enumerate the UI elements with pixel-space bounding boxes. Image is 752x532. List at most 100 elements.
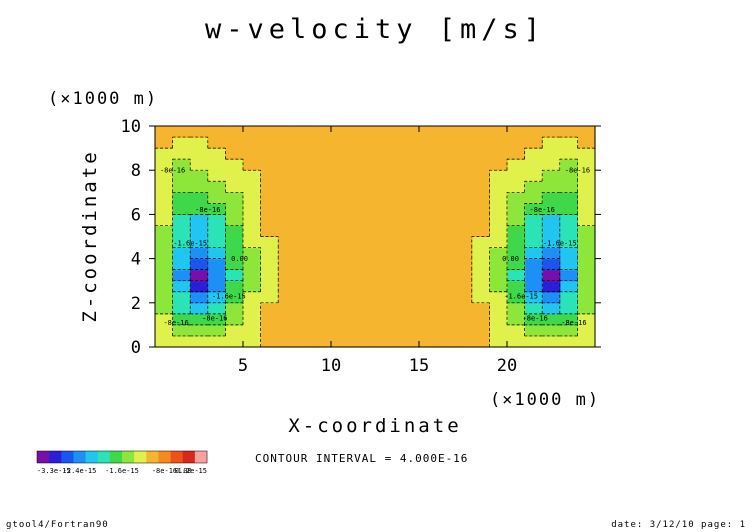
heatmap-cell bbox=[471, 148, 490, 160]
heatmap-cell bbox=[454, 302, 473, 315]
heatmap-cell bbox=[542, 335, 561, 348]
heatmap-cell bbox=[559, 203, 578, 215]
heatmap-cell bbox=[348, 269, 367, 282]
heatmap-cell bbox=[348, 159, 367, 171]
heatmap-cell bbox=[295, 170, 314, 182]
heatmap-cell bbox=[260, 192, 279, 204]
heatmap-cell bbox=[383, 247, 402, 260]
heatmap-cell bbox=[278, 203, 297, 215]
heatmap-cell bbox=[507, 225, 526, 238]
heatmap-cell bbox=[542, 148, 561, 160]
heatmap-cell bbox=[401, 126, 420, 138]
heatmap-cell bbox=[366, 170, 385, 182]
colorbar-swatch bbox=[37, 451, 50, 463]
heatmap-cell bbox=[172, 181, 191, 193]
heatmap-cell bbox=[331, 335, 350, 348]
heatmap-cell bbox=[313, 214, 332, 227]
heatmap-cell bbox=[559, 192, 578, 204]
heatmap-cell bbox=[577, 258, 596, 271]
heatmap-cell bbox=[172, 137, 191, 149]
heatmap-cell bbox=[260, 181, 279, 193]
heatmap-cell bbox=[225, 137, 244, 149]
heatmap-cell bbox=[225, 247, 244, 260]
heatmap-cell bbox=[155, 225, 174, 238]
heatmap-cell bbox=[471, 170, 490, 182]
heatmap-cell bbox=[278, 126, 297, 138]
heatmap-cell bbox=[436, 170, 455, 182]
heatmap-cell bbox=[207, 225, 226, 238]
heatmap-cell bbox=[313, 203, 332, 215]
heatmap-cell bbox=[507, 313, 526, 326]
heatmap-cell bbox=[507, 137, 526, 149]
heatmap-cell bbox=[542, 170, 561, 182]
heatmap-cell bbox=[524, 258, 543, 271]
colorbar bbox=[36, 450, 208, 464]
heatmap-cell bbox=[542, 236, 561, 249]
heatmap-cell bbox=[577, 225, 596, 238]
heatmap-cell bbox=[524, 291, 543, 304]
heatmap-cell bbox=[524, 126, 543, 138]
colorbar-label: 1.2e-15 bbox=[177, 467, 207, 475]
heatmap-cell bbox=[331, 170, 350, 182]
heatmap-cell bbox=[172, 247, 191, 260]
heatmap-cell bbox=[383, 291, 402, 304]
heatmap-cell bbox=[207, 269, 226, 282]
heatmap-cell bbox=[507, 159, 526, 171]
heatmap-cell bbox=[419, 137, 438, 149]
heatmap-cell bbox=[436, 247, 455, 260]
heatmap-cell bbox=[366, 247, 385, 260]
heatmap-cell bbox=[383, 159, 402, 171]
heatmap-cell bbox=[577, 170, 596, 182]
heatmap-cell bbox=[489, 236, 508, 249]
colorbar-swatch bbox=[134, 451, 147, 463]
heatmap-cell bbox=[559, 302, 578, 315]
heatmap-cell bbox=[260, 269, 279, 282]
heatmap-cell bbox=[454, 313, 473, 326]
heatmap-cell bbox=[313, 159, 332, 171]
heatmap-cell bbox=[383, 126, 402, 138]
heatmap-cell bbox=[190, 225, 209, 238]
heatmap-cell bbox=[401, 214, 420, 227]
heatmap-cell bbox=[243, 324, 262, 337]
heatmap-cell bbox=[489, 313, 508, 326]
heatmap-cell bbox=[155, 214, 174, 227]
heatmap-cell bbox=[207, 247, 226, 260]
heatmap-cell bbox=[155, 313, 174, 326]
heatmap-cell bbox=[278, 137, 297, 149]
heatmap-cell bbox=[559, 181, 578, 193]
heatmap-cell bbox=[190, 335, 209, 348]
heatmap-cell bbox=[489, 137, 508, 149]
heatmap-cell bbox=[507, 126, 526, 138]
heatmap-cell bbox=[278, 148, 297, 160]
heatmap-cell bbox=[489, 126, 508, 138]
heatmap-cell bbox=[243, 192, 262, 204]
colorbar-swatch bbox=[170, 451, 184, 463]
heatmap-cell bbox=[507, 302, 526, 315]
heatmap-cell bbox=[419, 258, 438, 271]
heatmap-cell bbox=[436, 258, 455, 271]
heatmap-cell bbox=[278, 247, 297, 260]
heatmap-cell bbox=[155, 247, 174, 260]
heatmap-cell bbox=[454, 247, 473, 260]
heatmap-cell bbox=[383, 203, 402, 215]
heatmap-cell bbox=[524, 236, 543, 249]
heatmap-cell bbox=[313, 225, 332, 238]
heatmap-cell bbox=[295, 137, 314, 149]
heatmap-cell bbox=[401, 137, 420, 149]
y-axis: 0 2 4 6 8 10 bbox=[121, 117, 601, 358]
heatmap-cell bbox=[225, 280, 244, 293]
heatmap-cell bbox=[401, 247, 420, 260]
heatmap-cell bbox=[348, 335, 367, 348]
heatmap-cell bbox=[155, 181, 174, 193]
heatmap-cell bbox=[471, 137, 490, 149]
heatmap-cell bbox=[542, 280, 561, 293]
heatmap-cell bbox=[454, 258, 473, 271]
heatmap-cell bbox=[524, 280, 543, 293]
contour-label: -1.6e-15 bbox=[212, 292, 246, 300]
heatmap-cell bbox=[366, 214, 385, 227]
heatmap-cell bbox=[207, 170, 226, 182]
heatmap-cell bbox=[207, 126, 226, 138]
y-unit-label: (×1000 m) bbox=[48, 89, 158, 109]
heatmap-cell bbox=[295, 126, 314, 138]
heatmap-cell bbox=[436, 236, 455, 249]
